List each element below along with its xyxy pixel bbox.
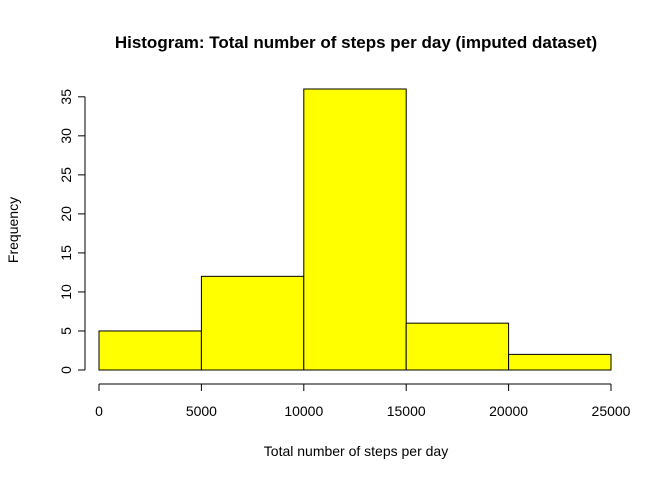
x-axis-label: Total number of steps per day [264, 443, 448, 459]
histogram-bar-1 [200, 275, 305, 371]
y-tick-label: 35 [58, 89, 74, 105]
x-tick-label: 10000 [284, 403, 323, 419]
y-axis: 0 5 10 15 20 25 30 35 [58, 89, 86, 374]
y-tick-label: 20 [58, 206, 74, 222]
histogram-bar-3 [405, 322, 510, 371]
y-tick-label: 25 [58, 167, 74, 183]
bars-group [98, 88, 612, 371]
histogram-bar-4 [508, 353, 612, 371]
histogram-bar-0 [98, 330, 202, 371]
y-tick-label: 30 [58, 128, 74, 144]
y-tick-label: 0 [58, 366, 74, 374]
x-tick-label: 20000 [489, 403, 528, 419]
x-axis: 0 5000 10000 15000 20000 25000 [95, 383, 631, 419]
y-tick-label: 5 [58, 327, 74, 335]
chart-title: Histogram: Total number of steps per day… [115, 33, 597, 52]
x-tick-label: 5000 [186, 403, 217, 419]
x-tick-label: 25000 [592, 403, 631, 419]
y-tick-label: 10 [58, 284, 74, 300]
y-axis-label: Frequency [5, 197, 21, 263]
x-tick-label: 0 [95, 403, 103, 419]
histogram-bar-2 [303, 88, 407, 371]
x-tick-label: 15000 [387, 403, 426, 419]
y-tick-label: 15 [58, 245, 74, 261]
